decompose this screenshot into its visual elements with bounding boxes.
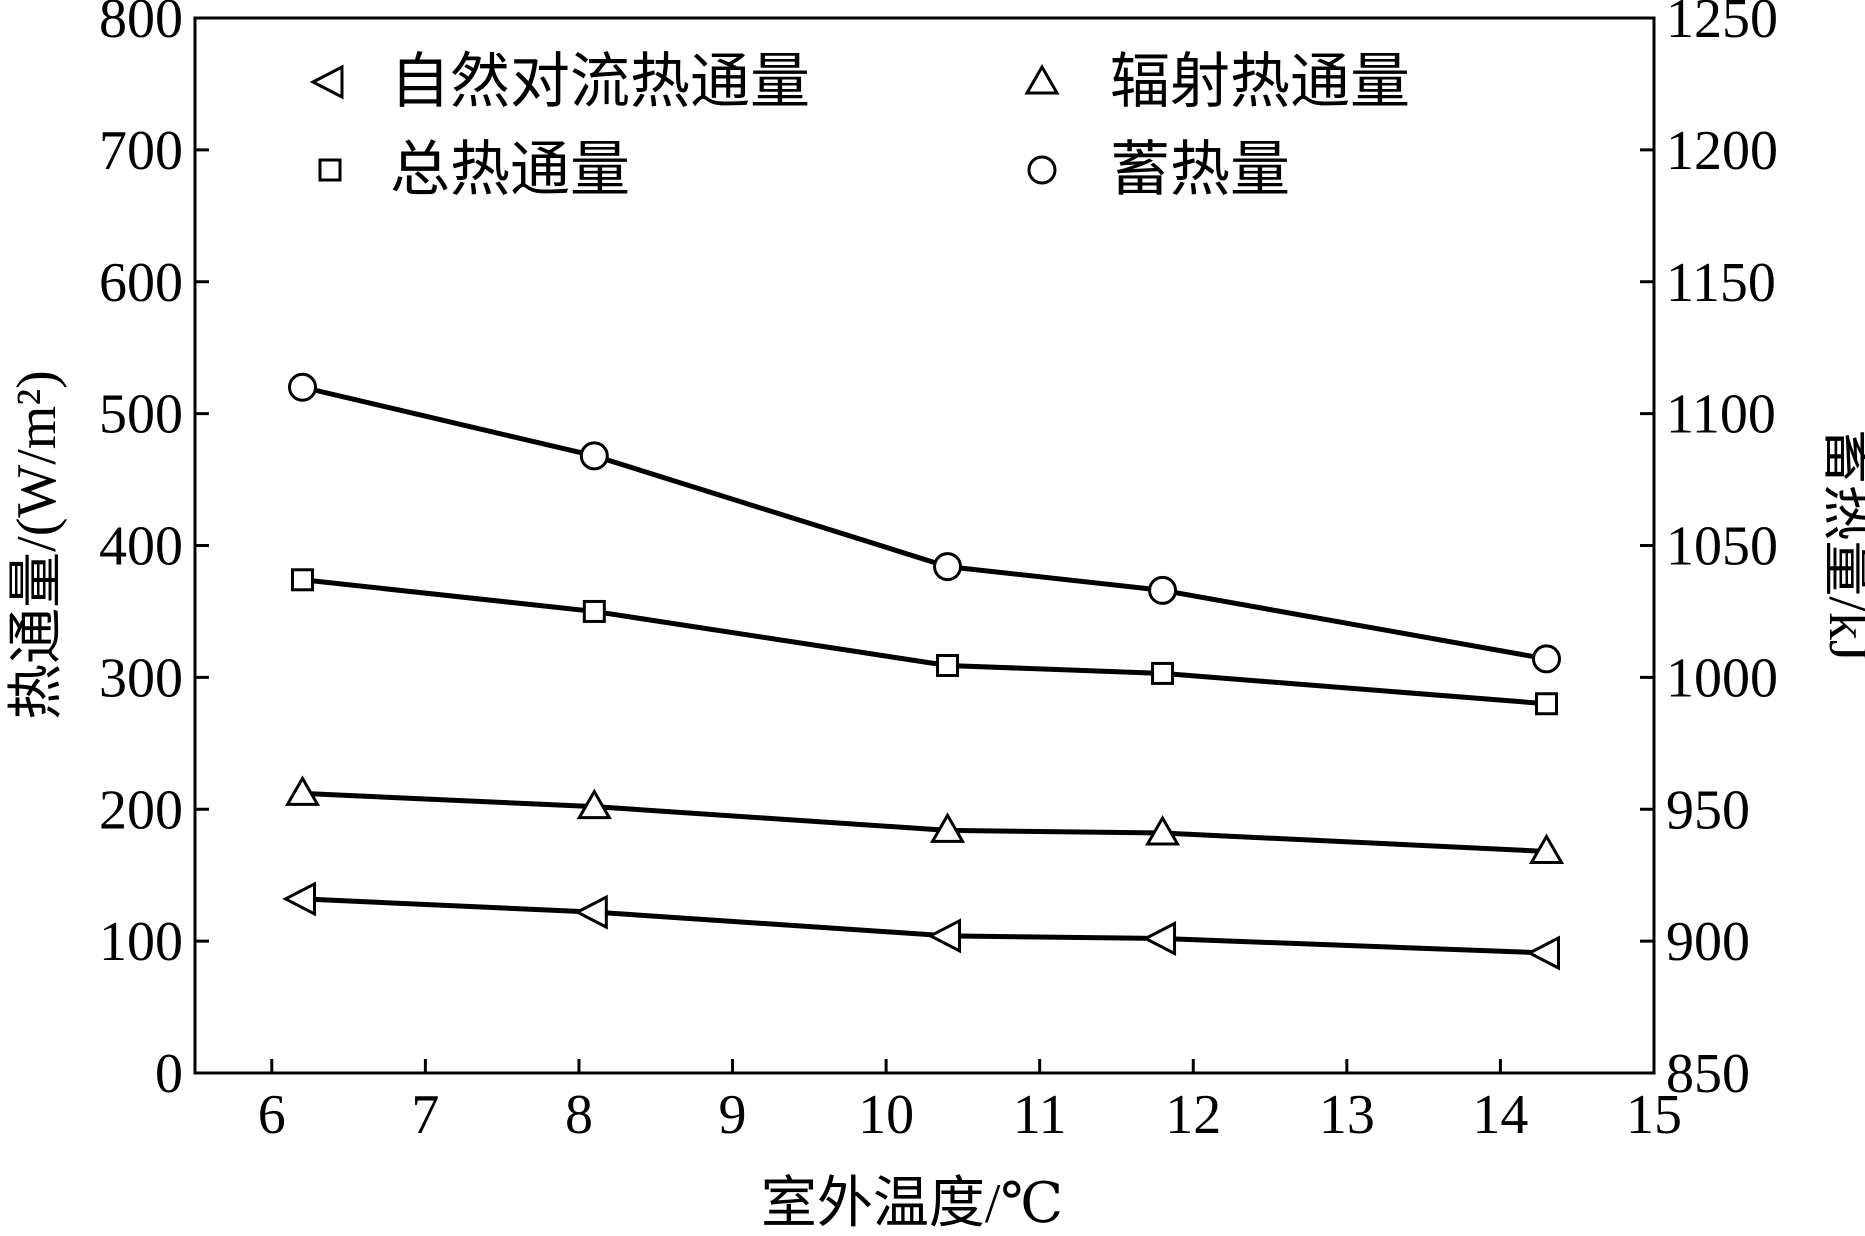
data-point	[936, 654, 960, 678]
data-point	[284, 775, 321, 806]
y-right-tick-label: 950	[1666, 779, 1750, 841]
legend-marker	[309, 64, 344, 100]
x-tick-label: 14	[1472, 1084, 1528, 1146]
y-left-tick-label: 100	[99, 911, 183, 973]
x-tick-label: 10	[858, 1084, 914, 1146]
data-point	[1151, 661, 1175, 685]
y-left-tick-label: 700	[99, 120, 183, 182]
y-right-tick-label: 1200	[1666, 120, 1778, 182]
x-tick-label: 6	[258, 1084, 286, 1146]
x-tick-label: 11	[1013, 1084, 1067, 1146]
data-point	[574, 894, 608, 930]
series-lines	[301, 384, 1547, 956]
y-right-tick-label: 1250	[1666, 0, 1778, 50]
y-right-tick-label: 1100	[1666, 384, 1776, 446]
y-left-tick-label: 800	[99, 0, 183, 50]
data-point	[291, 568, 315, 592]
x-tick-label: 13	[1319, 1084, 1375, 1146]
y-axis-left-title: 热通量/(W/m²)	[6, 370, 68, 720]
x-tick-label: 12	[1165, 1084, 1221, 1146]
data-point	[933, 552, 963, 582]
y-right-tick-label: 1050	[1666, 516, 1778, 578]
data-point	[1534, 692, 1558, 716]
data-point	[1526, 935, 1560, 971]
x-tick-label: 15	[1626, 1084, 1682, 1146]
y-right-tick-label: 1150	[1666, 252, 1776, 314]
y-right-tick-label: 1000	[1666, 647, 1778, 709]
legend-marker	[1024, 63, 1060, 95]
legend-label: 蓄热量	[1110, 137, 1290, 203]
data-point	[282, 881, 317, 917]
data-point	[579, 441, 609, 471]
data-point	[1528, 833, 1565, 864]
series-line	[302, 577, 1547, 707]
y-left-tick-label: 0	[155, 1043, 183, 1105]
y-left-tick-label: 600	[99, 252, 183, 314]
legend-marker	[1027, 155, 1057, 185]
data-point	[1142, 921, 1177, 956]
legend-label: 总热通量	[390, 137, 630, 203]
data-point	[1148, 575, 1178, 605]
data-point	[1144, 814, 1181, 846]
x-tick-label: 7	[411, 1084, 439, 1146]
data-point	[576, 788, 612, 820]
x-tick-label: 9	[719, 1084, 747, 1146]
series-line	[302, 790, 1547, 854]
y-left-tick-label: 500	[99, 384, 183, 446]
y-axis-right-title: 蓄热量/kJ	[1817, 428, 1865, 661]
data-point	[582, 599, 606, 623]
legend-marker	[318, 158, 342, 182]
series-markers	[282, 372, 1565, 971]
data-point	[288, 372, 318, 402]
series-line	[302, 896, 1547, 956]
y-left-tick-label: 400	[99, 516, 183, 578]
legend-label: 自然对流热通量	[390, 49, 810, 115]
data-point	[927, 918, 962, 954]
y-left-tick-label: 300	[99, 647, 183, 709]
data-point	[929, 812, 966, 843]
legend-label: 辐射热通量	[1110, 49, 1410, 115]
y-right-tick-label: 850	[1666, 1043, 1750, 1105]
x-axis-title: 室外温度/℃	[761, 1173, 1063, 1235]
axis-ticks: 6 7 8 9 10 11 12 13 14 15 0 100 200 300 400 500 600 700 80…	[99, 0, 1778, 1146]
y-left-tick-label: 200	[99, 779, 183, 841]
data-point	[1531, 644, 1561, 674]
y-right-tick-label: 900	[1666, 911, 1750, 973]
x-tick-label: 8	[565, 1084, 593, 1146]
series-line	[301, 384, 1547, 662]
